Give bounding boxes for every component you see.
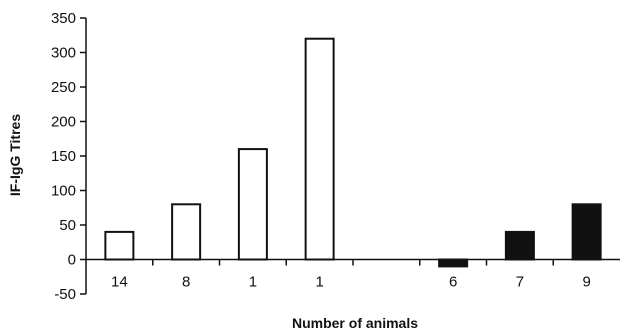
bar bbox=[504, 230, 535, 261]
bar bbox=[237, 148, 268, 261]
x-category-label: 1 bbox=[249, 274, 257, 291]
y-axis-title: IF-IgG Titres bbox=[7, 114, 23, 196]
bars bbox=[104, 37, 602, 268]
x-category-label: 6 bbox=[449, 274, 457, 291]
y-tick-label: -50 bbox=[54, 286, 76, 303]
x-category-labels: 14 8 1 1 6 7 9 bbox=[111, 274, 591, 291]
y-tick-label: 150 bbox=[51, 148, 76, 165]
x-category-label: 7 bbox=[516, 274, 524, 291]
y-tick-label: 100 bbox=[51, 183, 76, 200]
y-tick-label: 200 bbox=[51, 114, 76, 131]
y-tick-labels: -50 0 50 100 150 200 250 300 350 bbox=[51, 10, 76, 303]
bar bbox=[104, 230, 135, 261]
y-tick-label: 300 bbox=[51, 45, 76, 62]
bar bbox=[571, 203, 602, 261]
bar bbox=[304, 37, 335, 261]
y-tick-label: 50 bbox=[59, 217, 76, 234]
y-tick-label: 350 bbox=[51, 10, 76, 27]
x-axis-title: Number of animals bbox=[292, 315, 418, 331]
x-category-label: 9 bbox=[582, 274, 590, 291]
x-category-label: 14 bbox=[111, 274, 128, 291]
y-tick-label: 250 bbox=[51, 79, 76, 96]
axes bbox=[80, 17, 620, 295]
bar bbox=[171, 203, 202, 261]
x-category-label: 8 bbox=[182, 274, 190, 291]
bar bbox=[438, 258, 469, 268]
x-category-label: 1 bbox=[315, 274, 323, 291]
y-tick-label: 0 bbox=[68, 252, 76, 269]
